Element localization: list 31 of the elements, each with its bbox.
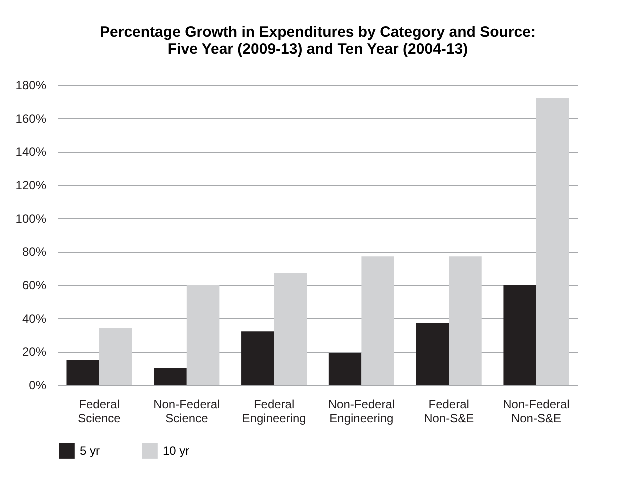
chart-title: Percentage Growth in Expenditures by Category and Source: Five Year (2009-13) and Ten Year (2004-13): [100, 24, 536, 58]
bar: [449, 256, 482, 385]
y-tick-label: 120%: [16, 178, 47, 192]
bar: [328, 353, 362, 385]
y-tick-label: 80%: [22, 245, 47, 260]
y-tick-label: 20%: [22, 345, 47, 360]
y-tick-label: 100%: [16, 212, 47, 226]
y-tick-label: 40%: [22, 312, 47, 326]
bar: [242, 332, 274, 385]
y-tick-label: 60%: [22, 278, 47, 292]
bar: [274, 273, 308, 385]
x-tick-label: Non-Federal Non-S&E: [503, 398, 570, 426]
bar: [362, 256, 394, 385]
bar: [100, 328, 132, 385]
bar: [504, 285, 536, 385]
x-tick-label: Non-Federal Science: [154, 398, 220, 426]
x-tick-label: Federal Science: [78, 398, 122, 426]
bar: [186, 285, 220, 385]
legend-label: 10 yr: [163, 444, 190, 458]
y-tick-label: 0%: [29, 378, 47, 392]
x-tick-label: Federal Non-S&E: [424, 398, 474, 426]
bar: [536, 98, 570, 385]
y-tick-label: 160%: [16, 112, 47, 126]
legend-label: 5 yr: [80, 444, 100, 458]
y-tick-label: 140%: [16, 145, 47, 160]
x-tick-label: Non-Federal Engineering: [328, 398, 396, 426]
y-tick-label: 180%: [16, 78, 47, 92]
bar: [416, 323, 450, 385]
bar: [154, 368, 187, 385]
x-tick-label: Federal Engineering: [242, 398, 306, 426]
bar: [66, 360, 100, 385]
